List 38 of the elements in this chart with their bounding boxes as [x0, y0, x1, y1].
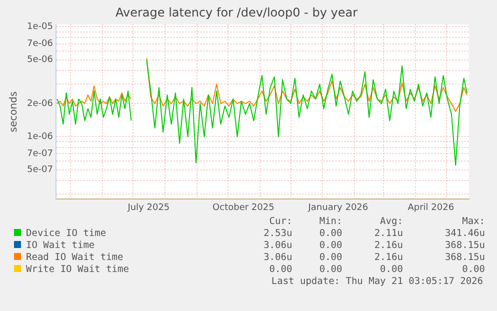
y-tick-label: 1e-06: [26, 132, 54, 142]
text: 368.15u: [444, 252, 486, 264]
legend-label: IO Wait time: [25, 240, 96, 252]
text: Avg:: [379, 216, 404, 228]
legend-label: Read IO Wait time: [25, 252, 124, 264]
text: 2.16u: [373, 240, 404, 252]
text: Max:: [461, 216, 486, 228]
text: 3.06u: [262, 240, 294, 252]
text: 0.00: [318, 228, 344, 240]
y-tick-label: 5e-07: [26, 165, 53, 176]
text: 341.46u: [444, 228, 486, 240]
y-tick-label: 1e-05: [26, 22, 53, 32]
legend-label: Device IO time: [25, 228, 108, 240]
chart-title: Average latency for /dev/loop0 - by year: [115, 5, 358, 20]
text: 2.53u: [262, 228, 294, 240]
x-tick-label: April 2026: [408, 202, 454, 213]
text: 3.06u: [262, 252, 294, 264]
y-tick-label: 7e-07: [26, 149, 53, 160]
x-tick-label: January 2026: [307, 202, 368, 213]
text: 368.15u: [444, 240, 486, 252]
text: 0.00: [318, 240, 344, 252]
legend-label: Write IO Wait time: [25, 264, 130, 276]
text: 0.00: [379, 264, 404, 276]
text: 2.11u: [373, 228, 404, 240]
y-tick-label: 7e-06: [26, 39, 54, 50]
y-tick-label: 5e-06: [26, 55, 54, 66]
text: Cur:: [268, 216, 294, 228]
x-tick-label: July 2025: [126, 202, 170, 213]
text: Last update: Thu May 21 03:05:17 2026: [270, 276, 483, 288]
text: Min:: [318, 216, 344, 228]
text: 0.00: [318, 252, 344, 264]
text: 2.16u: [373, 252, 404, 264]
text: 0.00: [268, 264, 294, 276]
y-axis-title: seconds: [8, 91, 20, 132]
text: 0.00: [461, 264, 486, 276]
x-tick-label: October 2025: [212, 202, 274, 213]
y-tick-label: 2e-06: [26, 98, 54, 109]
text: 0.00: [318, 264, 344, 276]
